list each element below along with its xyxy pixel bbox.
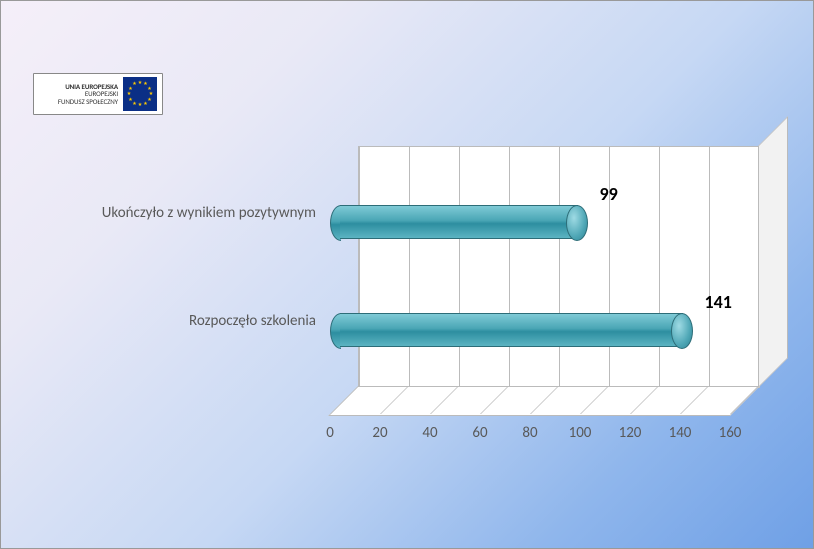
x-tick-label: 120: [619, 424, 642, 442]
x-tick-label: 160: [719, 424, 742, 442]
bar-cap-right: [566, 205, 588, 241]
chart-canvas: UNIA EUROPEJSKA EUROPEJSKI FUNDUSZ SPOŁE…: [0, 0, 814, 549]
x-tick-label: 140: [669, 424, 692, 442]
bar: [340, 313, 683, 347]
eu-badge-line3: FUNDUSZ SPOŁECZNY: [38, 98, 118, 105]
bar-cap-right: [671, 313, 693, 349]
y-category-label: Rozpoczęło szkolenia: [189, 312, 316, 330]
gridline: [359, 147, 360, 387]
chart-back-wall: [358, 146, 760, 388]
x-tick-label: 100: [569, 424, 592, 442]
bar-value-label: 99: [600, 183, 618, 205]
gridline: [459, 147, 460, 387]
x-tick-label: 0: [326, 424, 334, 442]
gridline: [659, 147, 660, 387]
gridline: [409, 147, 410, 387]
x-tick-label: 20: [372, 424, 387, 442]
eu-flag-icon: ★★★★★★★★★★★★: [122, 76, 158, 112]
gridline: [559, 147, 560, 387]
gridline: [709, 147, 710, 387]
bar-body: [340, 205, 578, 239]
x-tick-label: 60: [472, 424, 487, 442]
x-tick-label: 40: [422, 424, 437, 442]
gridline: [509, 147, 510, 387]
bar: [340, 205, 578, 239]
y-category-label: Ukończyło z wynikiem pozytywnym: [102, 204, 316, 222]
chart-side-wall: [758, 116, 788, 388]
bar-value-label: 141: [705, 291, 732, 313]
bar-body: [340, 313, 683, 347]
eu-badge-text: UNIA EUROPEJSKA EUROPEJSKI FUNDUSZ SPOŁE…: [38, 83, 118, 105]
chart-plot: [358, 146, 758, 386]
eu-badge: UNIA EUROPEJSKA EUROPEJSKI FUNDUSZ SPOŁE…: [33, 73, 163, 115]
x-tick-label: 80: [522, 424, 537, 442]
